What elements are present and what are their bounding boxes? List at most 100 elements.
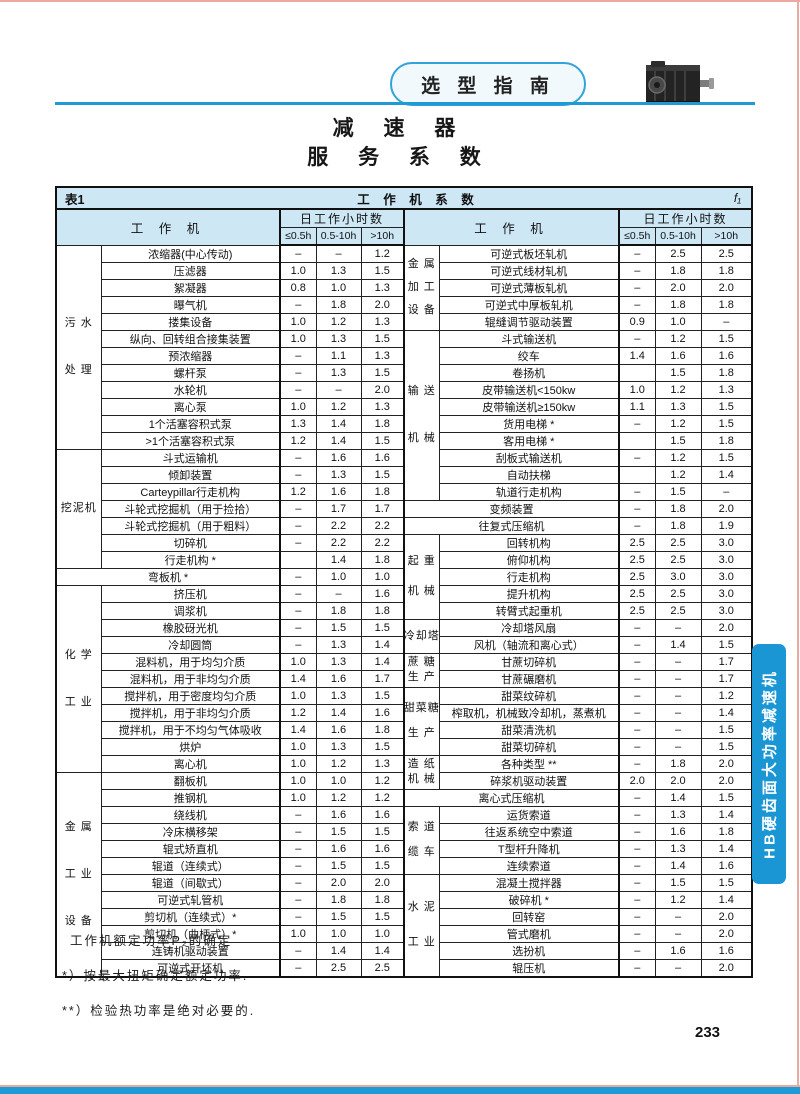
machine-cell: Carteypillar行走机构 bbox=[100, 482, 281, 501]
value-cell: 1.5 bbox=[654, 482, 702, 501]
category-cell: 冷却塔 bbox=[403, 618, 440, 654]
table-row: 水轮机 – –2.0 皮带输送机<150kw 1.0 1.2 1.3 bbox=[56, 380, 753, 399]
col-header-hours-right: 日工作小时数 bbox=[618, 208, 753, 228]
machine-cell: 1个活塞容积式泵 bbox=[100, 414, 281, 433]
value-cell: 1.3 bbox=[360, 346, 405, 365]
category-cell: 蔗 糖生 产 bbox=[403, 652, 440, 688]
machine-cell: 连铸机驱动装置 bbox=[100, 941, 281, 960]
value-cell bbox=[618, 431, 656, 450]
value-cell: 1.6 bbox=[654, 346, 702, 365]
page-title-line2: 服 务 系 数 bbox=[307, 146, 493, 169]
machine-cell: 甜菜清洗机 bbox=[438, 720, 620, 739]
value-cell: – bbox=[654, 958, 702, 977]
value-cell: 1.3 bbox=[315, 652, 362, 671]
machine-cell: 可逆式轧管机 bbox=[100, 890, 281, 909]
value-cell: 1.0 bbox=[279, 771, 317, 790]
value-cell: – bbox=[279, 295, 317, 314]
machine-cell: 皮带输送机<150kw bbox=[438, 380, 620, 399]
value-cell: 1.4 bbox=[315, 414, 362, 433]
value-cell: – bbox=[654, 618, 702, 637]
machine-cell: 可逆式中厚板轧机 bbox=[438, 295, 620, 314]
machine-cell: 回转窑 bbox=[438, 907, 620, 926]
category-label: 金 属 bbox=[407, 258, 436, 270]
table-header-row: 工 作 机 日工作小时数 工 作 机 日工作小时数 bbox=[55, 208, 753, 246]
value-cell: – bbox=[618, 907, 656, 926]
value-cell: 1.0 bbox=[279, 652, 317, 671]
value-cell: – bbox=[654, 652, 702, 671]
value-cell: – bbox=[279, 499, 317, 518]
category-label: 机 械 bbox=[407, 432, 436, 444]
value-cell: 1.5 bbox=[360, 618, 405, 637]
value-cell: 2.5 bbox=[618, 533, 656, 552]
value-cell: – bbox=[654, 737, 702, 756]
value-cell: 1.3 bbox=[315, 363, 362, 382]
machine-cell: 卷扬机 bbox=[438, 363, 620, 382]
value-cell: 1.3 bbox=[315, 465, 362, 484]
machine-cell: 离心式压缩机 bbox=[403, 788, 620, 807]
value-cell: 1.0 bbox=[279, 737, 317, 756]
value-cell: – bbox=[279, 380, 317, 399]
category-label: 挖泥机 bbox=[60, 502, 97, 514]
value-cell: 1.8 bbox=[654, 261, 702, 280]
value-cell: 1.2 bbox=[279, 431, 317, 450]
machine-cell: T型杆升降机 bbox=[438, 839, 620, 858]
value-cell: 1.4 bbox=[279, 669, 317, 688]
value-cell: 2.0 bbox=[654, 278, 702, 297]
machine-cell: 螺杆泵 bbox=[100, 363, 281, 382]
value-cell: 1.5 bbox=[700, 737, 753, 756]
machine-cell: 变频装置 bbox=[403, 499, 620, 518]
value-cell: 1.2 bbox=[315, 397, 362, 416]
category-label: 冷却塔 bbox=[403, 629, 440, 642]
value-cell: 1.5 bbox=[315, 618, 362, 637]
table-row: 搅拌机，用于非均匀介质 1.2 1.4 1.6 榨取机，机械致冷却机，蒸煮机 – –1.4 bbox=[56, 703, 753, 722]
machine-cell: 行走机构 bbox=[438, 567, 620, 586]
value-cell: 1.2 bbox=[315, 788, 362, 807]
col-header-h10plus-right: >10h bbox=[700, 227, 753, 246]
value-cell: 1.5 bbox=[700, 414, 753, 433]
value-cell: 1.3 bbox=[700, 380, 753, 399]
value-cell: 1.5 bbox=[315, 822, 362, 841]
table-row: 橡胶砑光机 –1.5 1.5 冷却塔 冷却塔风扇 – –2.0 bbox=[56, 618, 753, 654]
category-label: 工 业 bbox=[64, 695, 93, 708]
value-cell: 1.8 bbox=[315, 601, 362, 620]
table-row: 推钢机 1.0 1.2 1.2 离心式压缩机 –1.4 1.5 bbox=[56, 788, 753, 807]
value-cell: – bbox=[618, 278, 656, 297]
category-cell: 污 水处 理 bbox=[55, 244, 102, 450]
machine-cell: 连续索道 bbox=[438, 856, 620, 875]
table-row: 污 水处 理浓缩器(中心传动) – –1.2 金 属加 工设 备可逆式板坯轧机 –2.5… bbox=[55, 244, 753, 450]
category-label: 机 械 bbox=[407, 772, 436, 785]
value-cell: – bbox=[618, 788, 656, 807]
value-cell: 1.0 bbox=[279, 312, 317, 331]
machine-cell: 橡胶砑光机 bbox=[100, 618, 281, 637]
note-power: 工作机额定功率P₂的确定 bbox=[70, 934, 233, 948]
value-cell: 1.3 bbox=[315, 329, 362, 348]
category-label: 输 送 bbox=[407, 385, 436, 397]
value-cell: 3.0 bbox=[700, 550, 753, 569]
col-header-h10plus-left: >10h bbox=[360, 227, 405, 246]
value-cell: 0.8 bbox=[279, 278, 317, 297]
value-cell: 2.0 bbox=[360, 295, 405, 314]
category-label: 索 道 bbox=[407, 820, 436, 833]
value-cell: 3.0 bbox=[700, 601, 753, 620]
value-cell: – bbox=[654, 686, 702, 705]
category-label: 金 属 bbox=[64, 820, 93, 833]
value-cell: 1.6 bbox=[654, 941, 702, 960]
value-cell: – bbox=[654, 669, 702, 688]
value-cell: – bbox=[618, 805, 656, 824]
machine-cell: 行走机构 * bbox=[100, 550, 281, 569]
table-wrap: 表1 工 作 机 系 数 f₁ 工 作 机 日工作小时数 工 作 机 日工作小时… bbox=[55, 186, 753, 978]
value-cell: 1.2 bbox=[360, 788, 405, 807]
value-cell: 1.6 bbox=[315, 482, 362, 501]
value-cell: – bbox=[618, 652, 656, 671]
machine-cell: 切碎机 bbox=[100, 533, 281, 552]
page-title-line1: 减 速 器 bbox=[332, 117, 468, 140]
value-cell: 1.3 bbox=[315, 635, 362, 654]
col-header-hours-left: 日工作小时数 bbox=[279, 208, 405, 228]
value-cell: 2.5 bbox=[700, 244, 753, 263]
value-cell: 1.5 bbox=[700, 448, 753, 467]
value-cell bbox=[618, 465, 656, 484]
value-cell: 1.8 bbox=[700, 295, 753, 314]
value-cell: 1.2 bbox=[279, 482, 317, 501]
machine-cell: 甘蔗碾磨机 bbox=[438, 669, 620, 688]
